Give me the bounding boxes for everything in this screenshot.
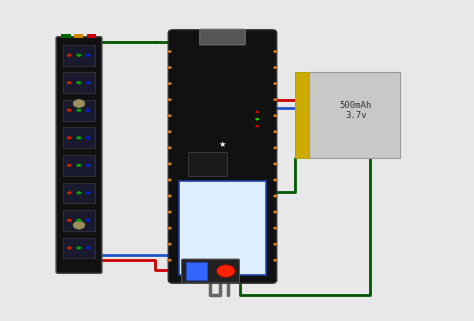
Bar: [63, 155, 94, 176]
Circle shape: [168, 115, 172, 117]
Circle shape: [273, 131, 277, 133]
Bar: [295, 72, 309, 158]
Text: ★: ★: [219, 140, 226, 149]
Circle shape: [168, 66, 172, 69]
Circle shape: [273, 99, 277, 101]
Circle shape: [67, 136, 72, 139]
Circle shape: [76, 164, 81, 167]
Circle shape: [168, 195, 172, 197]
Circle shape: [168, 259, 172, 262]
Circle shape: [86, 81, 91, 84]
Bar: [188, 152, 228, 176]
Circle shape: [273, 227, 277, 230]
Circle shape: [76, 54, 81, 57]
Circle shape: [273, 179, 277, 181]
FancyBboxPatch shape: [56, 37, 102, 273]
Circle shape: [168, 227, 172, 230]
Circle shape: [86, 54, 91, 57]
FancyBboxPatch shape: [168, 30, 277, 283]
Circle shape: [76, 219, 81, 222]
Circle shape: [168, 147, 172, 149]
Circle shape: [86, 109, 91, 112]
Circle shape: [255, 125, 259, 127]
Bar: [87, 34, 96, 38]
Circle shape: [73, 221, 85, 229]
Circle shape: [86, 246, 91, 249]
Circle shape: [168, 179, 172, 181]
Circle shape: [86, 191, 91, 195]
Circle shape: [168, 131, 172, 133]
Bar: [63, 183, 94, 203]
Circle shape: [168, 82, 172, 85]
Bar: [61, 34, 71, 38]
Bar: [63, 127, 94, 148]
Circle shape: [168, 163, 172, 165]
Bar: [63, 100, 94, 121]
Bar: [74, 34, 83, 38]
Circle shape: [255, 111, 259, 113]
Circle shape: [273, 259, 277, 262]
Circle shape: [67, 81, 72, 84]
Bar: [309, 72, 400, 158]
Circle shape: [168, 50, 172, 53]
Circle shape: [67, 246, 72, 249]
Bar: [63, 45, 94, 65]
Circle shape: [255, 118, 259, 120]
Circle shape: [273, 195, 277, 197]
Circle shape: [76, 191, 81, 195]
Circle shape: [76, 246, 81, 249]
Circle shape: [67, 109, 72, 112]
Circle shape: [73, 100, 85, 107]
Text: 500mAh
3.7v: 500mAh 3.7v: [340, 101, 372, 120]
Bar: [63, 238, 94, 258]
Circle shape: [217, 265, 235, 277]
Circle shape: [273, 82, 277, 85]
FancyBboxPatch shape: [200, 29, 245, 45]
Circle shape: [86, 164, 91, 167]
Circle shape: [273, 66, 277, 69]
Circle shape: [67, 164, 72, 167]
Circle shape: [273, 163, 277, 165]
Bar: [186, 262, 207, 280]
Circle shape: [76, 136, 81, 139]
Circle shape: [273, 50, 277, 53]
Circle shape: [273, 115, 277, 117]
Bar: [63, 73, 94, 93]
Circle shape: [273, 147, 277, 149]
Circle shape: [86, 219, 91, 222]
Circle shape: [67, 54, 72, 57]
Bar: [63, 210, 94, 231]
Circle shape: [76, 109, 81, 112]
Circle shape: [273, 211, 277, 213]
Circle shape: [168, 211, 172, 213]
Bar: [179, 181, 266, 275]
Circle shape: [168, 243, 172, 246]
Circle shape: [273, 243, 277, 246]
Circle shape: [76, 81, 81, 84]
FancyBboxPatch shape: [182, 259, 239, 283]
Circle shape: [67, 191, 72, 195]
Circle shape: [86, 136, 91, 139]
Circle shape: [168, 99, 172, 101]
Circle shape: [67, 219, 72, 222]
